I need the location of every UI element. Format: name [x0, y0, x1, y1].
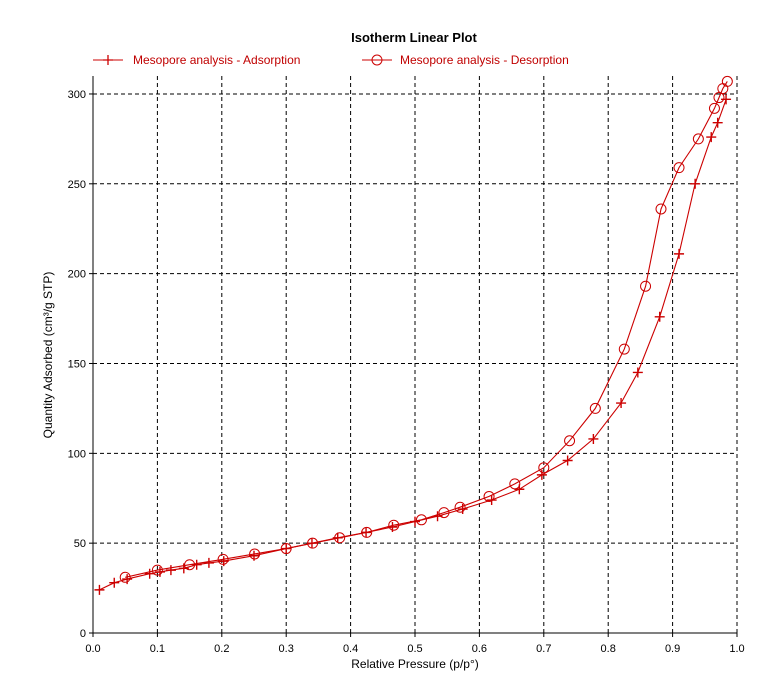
adsorption-point — [536, 469, 547, 480]
chart-title: Isotherm Linear Plot — [351, 30, 477, 45]
desorption-point — [673, 162, 685, 174]
desorption-point — [119, 571, 131, 583]
x-axis-label: Relative Pressure (p/p°) — [351, 657, 479, 671]
adsorption-point — [721, 94, 732, 105]
y-axis-label: Quantity Adsorbed (cm³/g STP) — [41, 272, 55, 439]
y-tick-label: 50 — [74, 538, 86, 550]
desorption-point — [307, 537, 319, 549]
adsorption-point — [178, 563, 189, 574]
y-tick-label: 200 — [68, 269, 86, 281]
adsorption-point — [690, 178, 701, 189]
grid — [93, 76, 738, 633]
adsorption-point — [203, 557, 214, 568]
y-tick-label: 250 — [68, 179, 86, 191]
desorption-point — [509, 478, 521, 490]
legend-adsorption-marker — [103, 55, 113, 65]
desorption-point — [151, 564, 163, 576]
desorption-point — [589, 402, 601, 414]
desorption-point — [438, 507, 450, 519]
adsorption-point — [712, 117, 723, 128]
series — [94, 75, 733, 595]
series-line — [99, 99, 727, 591]
desorption-point — [655, 203, 667, 215]
y-tick-label: 0 — [80, 628, 86, 640]
desorption-point — [388, 519, 400, 531]
adsorption-point — [706, 132, 717, 143]
desorption-point — [454, 501, 466, 513]
adsorption-point — [154, 566, 165, 577]
y-ticks: 0 50 100 150 200 250 300 — [68, 89, 93, 640]
legend-desorption-label: Mesopore analysis - Desorption — [400, 53, 569, 67]
desorption-point — [184, 559, 196, 571]
desorption-point — [618, 343, 630, 355]
x-tick-label: 0.1 — [150, 643, 165, 655]
desorption-point — [713, 92, 725, 104]
x-tick-label: 0.3 — [279, 643, 294, 655]
adsorption-point — [109, 577, 120, 588]
desorption-point — [334, 532, 346, 544]
x-ticks: 0.0 0.1 0.2 0.3 0.4 0.5 0.6 0.7 0.8 0.9 1.0 — [85, 633, 745, 655]
adsorption-point — [144, 568, 155, 579]
x-tick-label: 0.7 — [536, 643, 551, 655]
legend-item-desorption: Mesopore analysis - Desorption — [362, 53, 569, 67]
adsorption-point — [562, 455, 573, 466]
desorption-point — [538, 462, 550, 474]
adsorption-point — [165, 565, 176, 576]
desorption-point — [217, 553, 229, 565]
legend: Mesopore analysis - Adsorption Mesopore … — [93, 53, 569, 67]
desorption-point — [640, 280, 652, 292]
adsorption-point — [486, 495, 497, 506]
adsorption-point — [616, 398, 627, 409]
desorption-point — [564, 435, 576, 447]
y-tick-label: 100 — [68, 448, 86, 460]
desorption-point — [708, 102, 720, 114]
desorption-point — [692, 133, 704, 145]
legend-item-adsorption: Mesopore analysis - Adsorption — [93, 53, 300, 67]
x-tick-label: 0.0 — [85, 643, 100, 655]
desorption-point — [415, 514, 427, 526]
axes — [92, 76, 737, 634]
adsorption-point — [588, 433, 599, 444]
adsorption-point — [191, 559, 202, 570]
adsorption-point — [94, 584, 105, 595]
x-tick-label: 0.8 — [601, 643, 616, 655]
desorption-point — [483, 490, 495, 502]
desorption-point — [721, 75, 733, 87]
adsorption-point — [674, 248, 685, 259]
adsorption-point — [632, 367, 643, 378]
y-tick-label: 300 — [68, 89, 86, 101]
legend-adsorption-label: Mesopore analysis - Adsorption — [133, 53, 300, 67]
adsorption-point — [654, 311, 665, 322]
desorption-point — [280, 543, 292, 555]
x-tick-label: 0.5 — [407, 643, 422, 655]
series-line — [125, 81, 728, 578]
x-tick-label: 0.9 — [665, 643, 680, 655]
x-tick-label: 0.6 — [472, 643, 487, 655]
x-tick-label: 0.2 — [214, 643, 229, 655]
legend-desorption-marker — [371, 54, 383, 66]
x-tick-label: 1.0 — [729, 643, 744, 655]
series-adsorption — [94, 94, 732, 595]
desorption-point — [249, 548, 261, 560]
desorption-point — [361, 526, 373, 538]
y-tick-label: 150 — [68, 358, 86, 370]
series-desorption — [119, 75, 733, 583]
desorption-point — [717, 83, 729, 95]
x-tick-label: 0.4 — [343, 643, 358, 655]
